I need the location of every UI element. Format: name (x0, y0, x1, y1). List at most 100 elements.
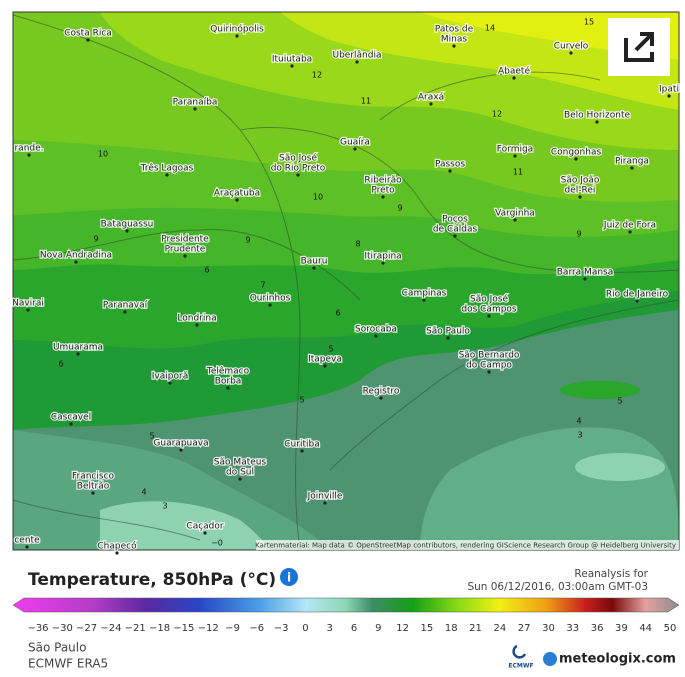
city-dot (76, 352, 80, 356)
isotherm-label: 3 (577, 431, 582, 440)
city-dot (268, 303, 272, 307)
field-5-ocean (560, 381, 640, 399)
city-label: São Mateus (214, 458, 267, 468)
city-label: Piranga (615, 157, 649, 167)
ecmwf-mark (512, 644, 527, 659)
isotherm-label: 12 (492, 110, 502, 119)
city-dot (429, 102, 433, 106)
info-button[interactable]: i (280, 568, 298, 586)
field-2 (100, 501, 270, 550)
city-label: Caçador (186, 522, 223, 532)
city-dot (583, 277, 587, 281)
colorbar-tick-label: 33 (566, 623, 579, 634)
city-label: Presidente (161, 235, 209, 245)
isotherm-label: 9 (576, 230, 581, 239)
colorbar-tick-label: −24 (100, 623, 121, 634)
city-dot (381, 195, 385, 199)
share-icon[interactable] (624, 32, 654, 62)
city-dot (513, 154, 517, 158)
colorbar-tick-label: −27 (76, 623, 97, 634)
colorbar-tick-label: 9 (375, 623, 381, 634)
model-label: ECMWF ERA5 (28, 657, 108, 671)
colorbar-tick-label: −15 (173, 623, 194, 634)
city-label: rande. (14, 144, 43, 154)
city-label: do Sul (226, 468, 254, 478)
city-label: Barra Mansa (557, 268, 614, 278)
city-label: Chapecó (97, 541, 137, 552)
field-3-ocean (575, 453, 665, 481)
info-glyph[interactable]: i (287, 571, 291, 585)
city-dot (226, 386, 230, 390)
city-dot (569, 51, 573, 55)
isotherm-label: 5 (328, 345, 333, 354)
city-label: Ipati (659, 85, 679, 95)
isotherm-label: 7 (260, 281, 265, 290)
city-label: de Caldas (433, 225, 478, 235)
isotherm-label: −0 (211, 539, 223, 548)
colorbar-tick-label: 3 (327, 623, 333, 634)
ecmwf-logo: ECMWF (508, 644, 534, 670)
city-dot (381, 261, 385, 265)
city-label: Varginha (495, 209, 535, 219)
city-dot (446, 336, 450, 340)
city-label: Belo Horizonte (564, 111, 631, 121)
isotherm-label: 14 (485, 24, 495, 33)
isotherm-label: 3 (162, 502, 167, 511)
city-label: Passos (435, 160, 465, 170)
city-label: Três Lagoas (140, 163, 194, 174)
city-dot (487, 370, 491, 374)
city-dot (179, 448, 183, 452)
city-label: del-Rei (565, 186, 596, 196)
colorbar-tick-label: 0 (302, 623, 308, 634)
city-dot (300, 449, 304, 453)
city-dot (453, 234, 457, 238)
city-label: Prudente (165, 245, 206, 255)
colorbar-tick-label: 18 (445, 623, 458, 634)
city-label: São Paulo (426, 327, 470, 337)
colorbar-tick-label: 36 (591, 623, 604, 634)
city-dot (115, 551, 119, 555)
info-icon[interactable] (280, 568, 298, 586)
city-dot (27, 153, 31, 157)
isotherm-label: 8 (355, 240, 360, 249)
city-label: São José (279, 153, 317, 164)
city-label: Londrina (177, 314, 216, 324)
city-label: Ribeirão (364, 176, 402, 186)
colorbar-tick-label: −21 (125, 623, 146, 634)
city-dot (25, 545, 29, 549)
city-label: Beltrão (77, 482, 110, 492)
city-dot (238, 477, 242, 481)
city-dot (353, 147, 357, 151)
colorbar-tick-label: 39 (615, 623, 628, 634)
city-label: Quirinópolis (210, 24, 264, 35)
city-dot (574, 157, 578, 161)
colorbar-tick-label: −9 (225, 623, 240, 634)
isotherm-label: 6 (58, 360, 63, 369)
isotherm-label: 9 (93, 235, 98, 244)
colorbar-tick-label: 44 (639, 623, 652, 634)
isotherm-label: 5 (617, 397, 622, 406)
colorbar-tick-label: 50 (664, 623, 677, 634)
city-label: Nova Andradina (40, 251, 112, 261)
isotherm-label: 5 (299, 396, 304, 405)
city-label: Guaíra (340, 138, 370, 148)
isotherm-label: 11 (361, 97, 371, 106)
isotherm-label: 15 (584, 18, 594, 27)
city-label: Navirai (12, 299, 44, 309)
city-label: Congonhas (551, 148, 602, 158)
city-dot (355, 60, 359, 64)
city-label: São João (561, 176, 600, 186)
isotherm-label: 12 (312, 71, 322, 80)
city-label: São José (470, 294, 508, 305)
isotherm-label: 10 (313, 193, 323, 202)
city-dot (323, 364, 327, 368)
city-label: Joinville (307, 492, 343, 502)
isotherm-label: 9 (397, 204, 402, 213)
city-label: Ituiutaba (272, 55, 312, 65)
city-label: Rio de Janeiro (606, 290, 669, 300)
isotherm-label: 4 (141, 488, 146, 497)
city-label: Ivaiporã (152, 372, 188, 382)
share-button[interactable] (608, 18, 670, 76)
